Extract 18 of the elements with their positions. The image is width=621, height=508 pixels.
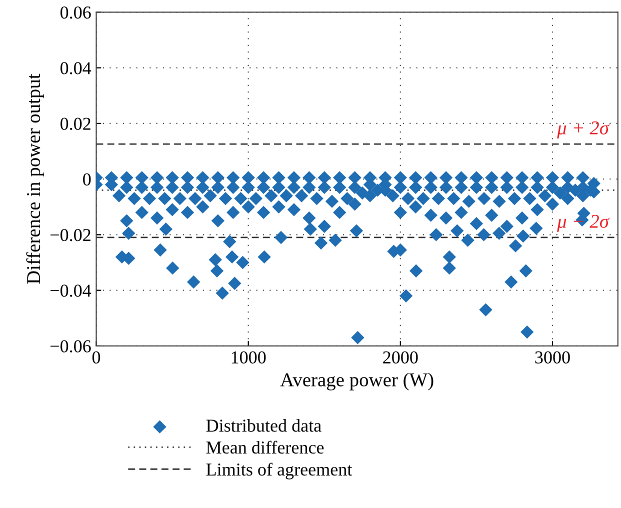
y-tick-label: 0.02 (60, 118, 90, 130)
legend-label: Distributed data (206, 419, 322, 432)
x-tick-label: 0 (92, 351, 100, 364)
y-tick-label: 0 (83, 173, 91, 186)
y-tick-label: 0.04 (60, 62, 92, 74)
x-tick-label: 2000 (383, 351, 418, 364)
x-tick-label: 1000 (232, 351, 266, 364)
y-tick-label: −0.04 (50, 284, 92, 297)
legend-label: Limits of agreement (206, 462, 352, 480)
y-tick-label: −0.06 (50, 340, 91, 352)
x-tick-label: 3000 (535, 351, 570, 364)
annotation: μ + 2σ (557, 121, 610, 138)
y-tick-label: 0.06 (60, 6, 91, 19)
y-tick-label: −0.02 (50, 228, 90, 242)
annotation: μ − 2σ (557, 214, 610, 232)
x-axis-title: Average power (W) (280, 372, 434, 390)
y-axis-title: Difference in power output (26, 74, 44, 284)
legend-label: Mean difference (206, 440, 324, 454)
